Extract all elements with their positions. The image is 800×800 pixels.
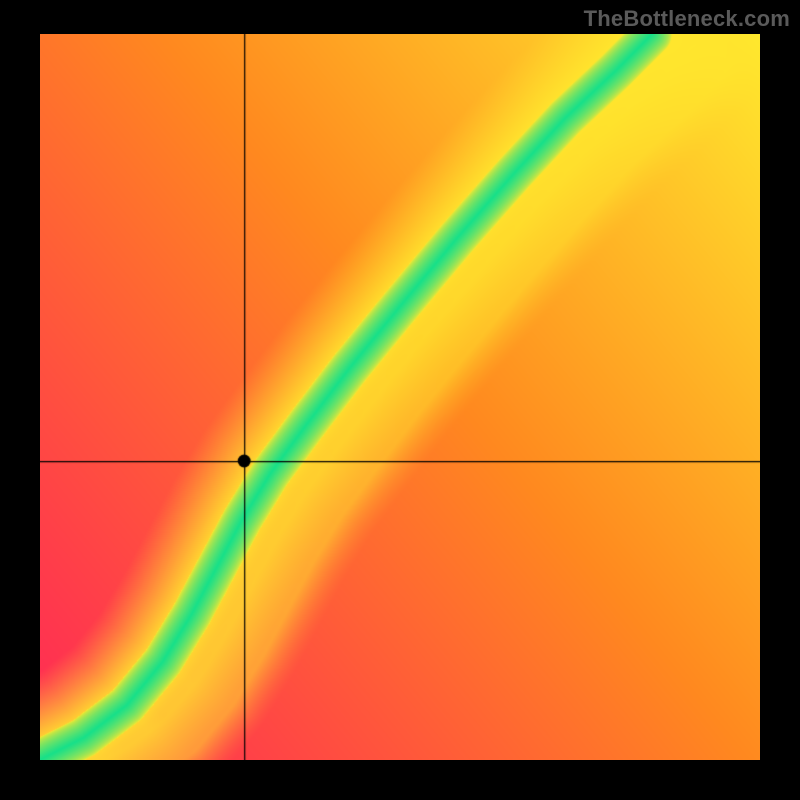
watermark-text: TheBottleneck.com — [584, 6, 790, 32]
bottleneck-heatmap — [40, 34, 760, 760]
chart-frame: TheBottleneck.com — [0, 0, 800, 800]
